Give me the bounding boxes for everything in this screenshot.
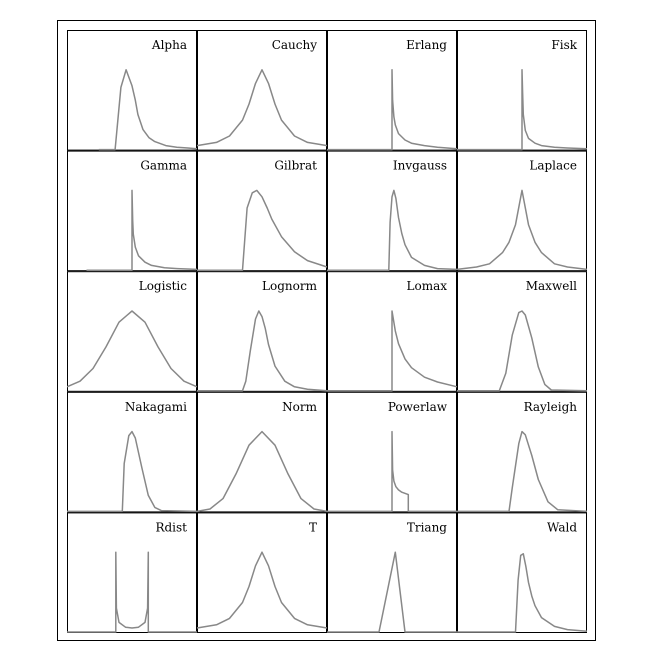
panel-frame-lognorm [197, 271, 327, 392]
distribution-grid: Alpha Cauchy Erlang Fisk Gamma Gilbrat Invgaus… [67, 30, 587, 633]
panel-frame-t [197, 512, 327, 633]
title-rdist: Rdist [155, 520, 187, 534]
panel-norm: Norm [196, 391, 328, 513]
panel-frame-alpha [67, 30, 197, 151]
curve-rayleigh [457, 430, 587, 513]
panel-lognorm: Lognorm [197, 271, 328, 392]
panel-t: T [196, 512, 328, 633]
title-powerlaw: Powerlaw [388, 400, 448, 414]
curve-gamma [86, 189, 198, 271]
panel-triang: Triang [327, 512, 457, 633]
title-norm: Norm [282, 400, 317, 414]
curve-t [196, 551, 328, 629]
panel-frame-nakagami [67, 391, 197, 513]
title-nakagami: Nakagami [125, 400, 187, 414]
panel-logistic: Logistic [67, 271, 198, 392]
panel-nakagami: Nakagami [67, 391, 198, 513]
title-alpha: Alpha [151, 38, 187, 52]
panel-maxwell: Maxwell [457, 271, 587, 392]
panel-invgauss: Invgauss [327, 150, 458, 272]
curve-lognorm [197, 310, 328, 392]
curve-erlang [327, 69, 458, 151]
title-lognorm: Lognorm [262, 279, 318, 293]
title-triang: Triang [407, 520, 447, 534]
title-rayleigh: Rayleigh [524, 400, 578, 414]
title-wald: Wald [547, 520, 577, 534]
curve-powerlaw [327, 430, 457, 513]
panel-powerlaw: Powerlaw [327, 391, 457, 513]
curve-norm [196, 430, 328, 513]
title-maxwell: Maxwell [526, 279, 577, 293]
panel-frame-gilbrat [197, 150, 327, 272]
curve-lomax [327, 310, 458, 392]
panel-frame-laplace [457, 150, 587, 272]
title-invgauss: Invgauss [393, 159, 447, 173]
panel-frame-cauchy [197, 30, 327, 151]
title-t: T [309, 520, 317, 534]
curve-laplace [456, 189, 587, 271]
panel-cauchy: Cauchy [196, 30, 328, 151]
curve-gilbrat [197, 189, 328, 271]
panel-frame-wald [457, 512, 587, 633]
curve-triang [327, 551, 457, 633]
curve-rdist [67, 551, 197, 633]
panel-wald: Wald [457, 512, 587, 633]
panel-alpha: Alpha [67, 30, 198, 151]
panel-frame-norm [197, 391, 327, 513]
curve-cauchy [196, 69, 328, 147]
panel-rdist: Rdist [67, 512, 197, 633]
title-laplace: Laplace [529, 159, 577, 173]
panel-erlang: Erlang [327, 30, 458, 151]
curve-wald [457, 553, 587, 633]
curve-nakagami [67, 430, 198, 513]
title-fisk: Fisk [551, 38, 577, 52]
panel-gilbrat: Gilbrat [197, 150, 328, 272]
title-erlang: Erlang [406, 38, 447, 52]
distribution-plots: Alpha Cauchy Erlang Fisk Gamma Gilbrat Invgaus… [67, 30, 587, 633]
curve-logistic [67, 310, 198, 388]
title-cauchy: Cauchy [272, 38, 318, 52]
panel-fisk: Fisk [457, 30, 587, 151]
panel-frame-triang [327, 512, 457, 633]
panel-frame-rdist [67, 512, 197, 633]
title-gilbrat: Gilbrat [274, 159, 317, 173]
panel-frame-rayleigh [457, 391, 587, 513]
curve-maxwell [457, 310, 587, 392]
title-logistic: Logistic [139, 279, 188, 293]
title-lomax: Lomax [407, 279, 448, 293]
title-gamma: Gamma [140, 159, 187, 173]
panel-gamma: Gamma [67, 150, 198, 272]
panel-rayleigh: Rayleigh [457, 391, 587, 513]
panel-laplace: Laplace [456, 150, 587, 272]
curve-fisk [457, 69, 587, 151]
panel-frame-maxwell [457, 271, 587, 392]
curve-alpha [98, 69, 198, 151]
curve-invgauss [327, 189, 458, 271]
panel-frame-logistic [67, 271, 197, 392]
panel-lomax: Lomax [327, 271, 458, 392]
panel-frame-invgauss [327, 150, 457, 272]
